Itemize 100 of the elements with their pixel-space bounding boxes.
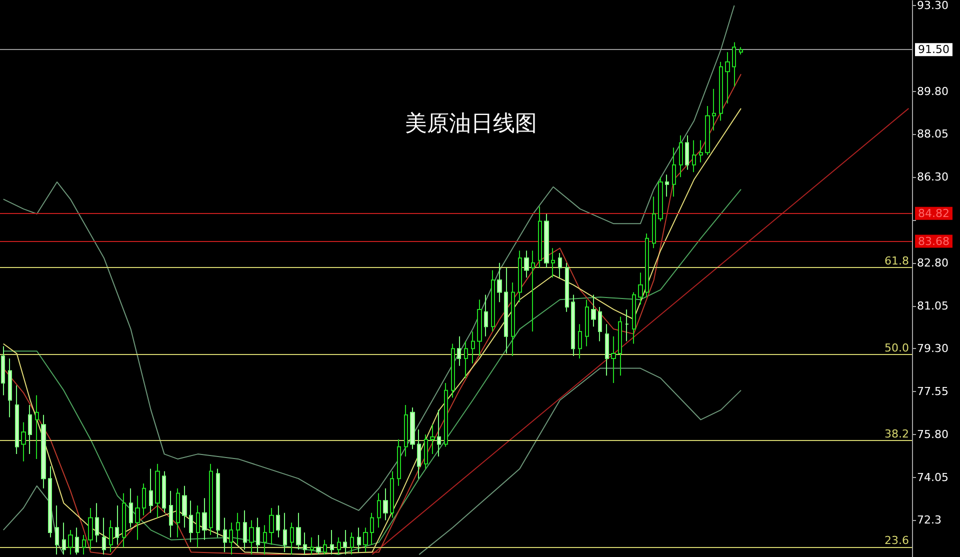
candlestick (303, 532, 307, 556)
candlestick (196, 505, 200, 548)
candlestick (169, 490, 173, 538)
candlestick (571, 294, 575, 357)
candlestick (551, 248, 555, 278)
candlestick (202, 498, 207, 540)
ref-line-label: 83.68 (918, 234, 950, 248)
candlestick (62, 522, 66, 556)
candlestick (611, 336, 616, 384)
candlestick (95, 502, 99, 543)
candlestick (645, 232, 649, 298)
candlestick (511, 282, 515, 357)
candlestick (685, 134, 689, 170)
candlestick (471, 331, 475, 364)
annotation: 38.2 (884, 427, 909, 440)
candlestick (182, 485, 187, 528)
candlestick (679, 134, 683, 178)
candlestick (565, 262, 569, 312)
annotation: 61.8 (884, 254, 909, 268)
candlestick (310, 536, 314, 556)
candlestick (296, 512, 301, 550)
y-tick-label: 74.05 (917, 470, 948, 484)
candlestick (8, 358, 12, 418)
candlestick (524, 250, 529, 278)
candlestick (538, 206, 542, 268)
candlestick (88, 507, 93, 550)
candlestick (598, 306, 602, 342)
candlestick (102, 517, 106, 556)
candlestick (484, 294, 488, 337)
candlestick (55, 505, 59, 556)
candlestick (109, 520, 113, 553)
candlestick (363, 527, 368, 553)
candlestick (491, 270, 495, 332)
candlestick (330, 530, 334, 556)
line-series (2, 5, 735, 511)
candlestick (531, 250, 535, 332)
candlestick (424, 434, 428, 470)
y-tick-label: 75.80 (917, 428, 948, 441)
y-tick-label: 89.80 (917, 84, 948, 98)
candlestick (585, 299, 589, 347)
candlestick (444, 382, 448, 448)
candlestick (209, 463, 213, 536)
candlestick (672, 147, 676, 198)
candlestick (323, 539, 327, 556)
candlestick (276, 505, 280, 538)
candlestick (249, 520, 254, 556)
line-series (418, 368, 742, 556)
candlestick (229, 522, 233, 556)
candlestick (605, 324, 609, 376)
candlestick (28, 404, 32, 455)
candlestick (397, 438, 401, 486)
candlestick (618, 316, 622, 376)
candlestick (283, 512, 287, 553)
candlestick (477, 299, 482, 357)
ref-line-label: 91.50 (918, 43, 950, 56)
candlestick (155, 463, 160, 518)
candlestick (457, 336, 461, 366)
candlestick (1, 346, 5, 396)
candlestick (504, 267, 508, 354)
candlestick (357, 527, 361, 553)
candlestick (256, 517, 260, 553)
candlestick (558, 252, 562, 278)
candlestick (430, 424, 435, 455)
candlestick (149, 468, 153, 514)
candlestick (142, 482, 146, 516)
y-tick-label: 81.05 (917, 299, 948, 312)
candlestick (236, 512, 240, 546)
candlestick (632, 292, 636, 344)
y-tick-label: 72.3 (917, 514, 942, 527)
candlestick (263, 524, 267, 556)
candlestick (699, 140, 703, 163)
candlestick (705, 105, 710, 156)
candlestick (115, 505, 119, 546)
y-tick-label: 88.05 (917, 128, 948, 141)
candlestick (269, 507, 274, 546)
candlestick (48, 466, 52, 538)
candlestick (725, 52, 730, 104)
candlestick (410, 406, 415, 450)
annotation: 23.6 (884, 534, 909, 548)
candlestick (176, 488, 180, 538)
candlestick (41, 414, 46, 489)
y-tick-label: 86.30 (917, 170, 948, 184)
candlestick (290, 522, 294, 556)
y-tick-label: 82.80 (917, 256, 948, 270)
candlestick (35, 394, 39, 460)
candlestick (370, 512, 374, 546)
candlestick (122, 492, 126, 548)
y-tick-label: 77.55 (917, 385, 948, 398)
candlestick (68, 530, 73, 556)
candlestick (638, 272, 643, 306)
candlestick (223, 517, 227, 553)
candlestick (337, 536, 341, 556)
candlestick (15, 384, 19, 455)
candlestick (578, 324, 582, 359)
candlestick (350, 532, 354, 556)
y-tick-label: 93.30 (917, 0, 948, 12)
candlestick (417, 429, 421, 480)
candlestick (464, 340, 468, 379)
candlestick (712, 88, 716, 132)
candlestick (343, 530, 347, 556)
